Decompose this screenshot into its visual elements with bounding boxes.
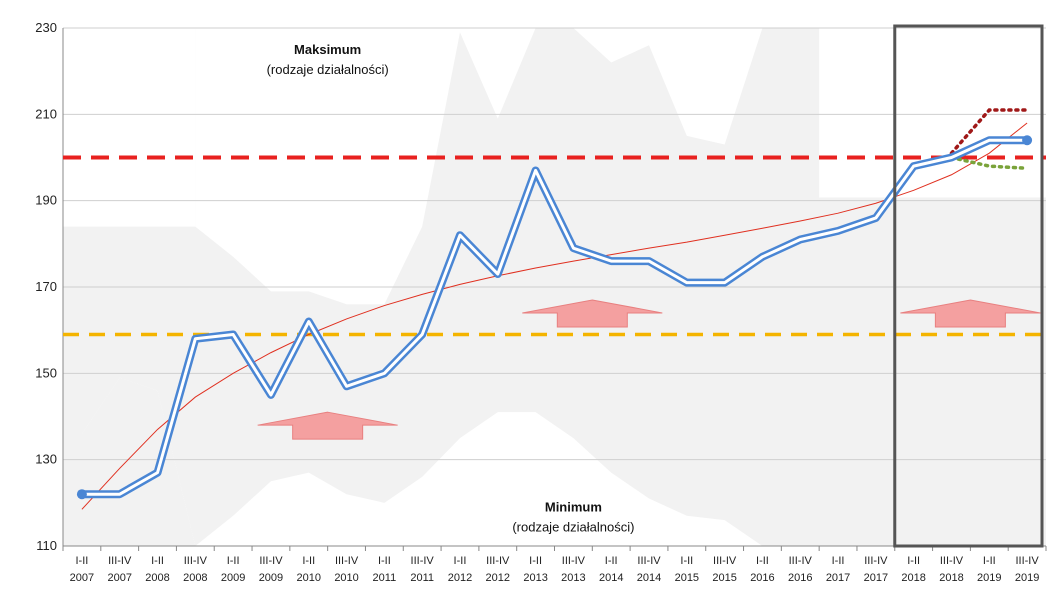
x-tick-label-year: 2012: [448, 572, 472, 584]
x-tick-label-year: 2013: [561, 572, 585, 584]
x-tick-label-year: 2017: [826, 572, 850, 584]
x-tick-label-half: III-IV: [864, 555, 888, 567]
x-tick-label-year: 2011: [373, 572, 397, 584]
x-tick-label-half: III-IV: [184, 555, 208, 567]
trend-line-group: [81, 122, 1028, 510]
main-series-inner: [81, 138, 1028, 496]
x-tick-label-year: 2010: [297, 572, 321, 584]
x-tick-label-half: III-IV: [713, 555, 737, 567]
y-tick-label: 110: [36, 538, 57, 553]
annotation-min-subtitle: (rodzaje działalności): [512, 519, 634, 534]
x-tick-label-year: 2007: [107, 572, 131, 584]
up-arrow: [900, 299, 1041, 328]
x-tick-label-half: III-IV: [335, 555, 359, 567]
main-series-start-point: [76, 489, 87, 500]
x-tick-label-year: 2013: [523, 572, 547, 584]
x-tick-label-half: III-IV: [259, 555, 283, 567]
annotation-min-title: Minimum: [545, 499, 602, 514]
min-band-cutout: [63, 377, 1046, 546]
x-tick-label-year: 2010: [334, 572, 358, 584]
x-tick-label-half: I-II: [227, 555, 240, 567]
x-tick-label-year: 2009: [221, 572, 245, 584]
x-tick-label-year: 2018: [901, 572, 925, 584]
x-tick-label-half: III-IV: [1015, 555, 1039, 567]
annotations: Maksimum (rodzaje działalności) Minimum (ro…: [267, 42, 635, 535]
x-tick-label-half: III-IV: [411, 555, 435, 567]
y-tick-label: 190: [35, 193, 57, 208]
x-tick-label-year: 2019: [977, 572, 1001, 584]
x-tick-label-year: 2008: [145, 572, 169, 584]
x-tick-label-year: 2007: [70, 572, 94, 584]
y-tick-label: 210: [35, 106, 57, 121]
x-tick-label-year: 2012: [486, 572, 510, 584]
y-tick-label: 150: [35, 365, 57, 380]
x-tick-label-half: III-IV: [637, 555, 661, 567]
highlight-box-group: [893, 24, 1044, 548]
x-tick-label-half: III-IV: [562, 555, 586, 567]
main-series-group: [76, 135, 1033, 500]
y-tick-label: 230: [35, 20, 57, 35]
x-tick-label-half: I-II: [605, 555, 618, 567]
arrows: [257, 299, 1041, 440]
x-tick-label-year: 2009: [259, 572, 283, 584]
x-tick-label-half: I-II: [907, 555, 920, 567]
x-tick-label-year: 2016: [750, 572, 774, 584]
main-series-end-point: [1022, 135, 1033, 146]
y-tick-label: 170: [35, 279, 57, 294]
max-band-cutout: [195, 28, 801, 305]
x-tick-label-half: I-II: [529, 555, 542, 567]
x-axis: I-II 2007 III-IV 2007 I-II 2008 III-IV 2008 I-II…: [70, 555, 1040, 584]
x-tick-label-year: 2015: [712, 572, 736, 584]
x-tick-label-half: III-IV: [940, 555, 964, 567]
x-tick-label-year: 2011: [410, 572, 434, 584]
x-tick-label-year: 2014: [637, 572, 661, 584]
annotation-max-title: Maksimum: [294, 42, 361, 57]
x-tick-label-year: 2016: [788, 572, 812, 584]
x-tick-label-year: 2015: [675, 572, 699, 584]
x-tick-label-half: I-II: [75, 555, 88, 567]
annotation-max-subtitle: (rodzaje działalności): [267, 62, 389, 77]
x-tick-label-year: 2017: [864, 572, 888, 584]
y-tick-label: 130: [35, 452, 57, 467]
x-tick-label-half: III-IV: [486, 555, 510, 567]
x-tick-label-half: III-IV: [108, 555, 132, 567]
up-arrow: [257, 411, 398, 440]
trend-line: [81, 122, 1028, 510]
forecast-high-line: [949, 108, 1029, 155]
forecast-low-line: [949, 155, 1029, 171]
x-tick-label-half: I-II: [756, 555, 769, 567]
y-axis: 110 130 150 170 190 210 230: [35, 20, 57, 553]
x-tick-label-half: I-II: [983, 555, 996, 567]
x-tick-label-half: I-II: [378, 555, 391, 567]
x-tick-label-half: I-II: [454, 555, 467, 567]
highlight-box: [893, 24, 1044, 548]
x-tick-label-year: 2018: [939, 572, 963, 584]
x-tick-label-half: I-II: [832, 555, 845, 567]
x-tick-label-year: 2008: [183, 572, 207, 584]
forecast-lines: [949, 108, 1029, 171]
up-arrow: [522, 299, 663, 328]
x-tick-label-year: 2014: [599, 572, 623, 584]
x-tick-label-half: I-II: [151, 555, 164, 567]
x-tick-label-half: I-II: [302, 555, 315, 567]
x-tick-label-half: III-IV: [789, 555, 813, 567]
x-tick-label-half: I-II: [680, 555, 693, 567]
min-band-left: [63, 377, 196, 546]
max-band-right: [819, 28, 1046, 198]
max-band-left-2: [63, 28, 196, 227]
x-tick-label-year: 2019: [1015, 572, 1039, 584]
